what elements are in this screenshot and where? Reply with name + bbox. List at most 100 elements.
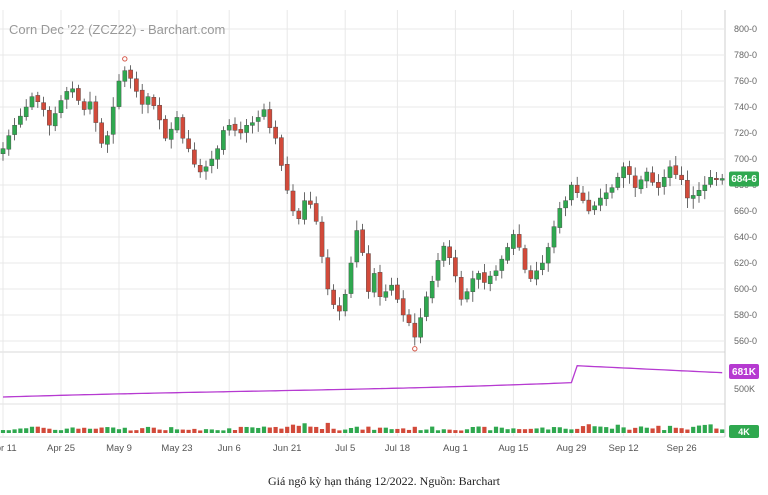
candle-body bbox=[87, 101, 93, 110]
volume-bar bbox=[424, 429, 429, 433]
candle-body bbox=[29, 96, 35, 108]
candle-body bbox=[58, 100, 64, 113]
volume-bar bbox=[395, 428, 400, 433]
x-tick-label: Jul 5 bbox=[335, 443, 355, 454]
volume-bar bbox=[372, 429, 377, 433]
volume-bar bbox=[708, 424, 713, 433]
volume-bar bbox=[482, 426, 487, 433]
candle-body bbox=[690, 195, 696, 199]
candle-body bbox=[192, 149, 197, 165]
volume-bar bbox=[267, 427, 272, 433]
volume-bar bbox=[58, 430, 64, 433]
candle-body bbox=[290, 190, 296, 212]
volume-bar bbox=[337, 430, 342, 433]
candle-body bbox=[487, 275, 493, 284]
volume-bar bbox=[64, 428, 69, 433]
volume-bar bbox=[638, 426, 644, 433]
volume-bar bbox=[667, 425, 673, 433]
volume-bar bbox=[377, 427, 383, 433]
candle-body bbox=[163, 118, 168, 139]
volume-bar bbox=[302, 423, 307, 433]
volume-bar bbox=[447, 429, 452, 433]
candle-body bbox=[296, 210, 302, 219]
volume-bar bbox=[488, 430, 493, 433]
candle-body bbox=[279, 137, 284, 166]
x-tick-label: Apr 25 bbox=[47, 443, 75, 454]
volume-bar bbox=[453, 430, 458, 433]
volume-bar bbox=[685, 429, 690, 433]
candle-body bbox=[122, 70, 128, 82]
candle-body bbox=[52, 113, 58, 127]
volume-bar bbox=[401, 428, 406, 433]
candle-body bbox=[441, 245, 447, 261]
volume-bar bbox=[198, 430, 203, 433]
swing-marker bbox=[122, 56, 128, 62]
volume-bar bbox=[546, 429, 551, 433]
x-tick-label: May 9 bbox=[106, 443, 132, 454]
candle-body bbox=[638, 179, 644, 190]
volume-bar bbox=[244, 426, 249, 433]
volume-bar bbox=[598, 426, 603, 433]
candle-body bbox=[493, 270, 499, 276]
candle-body bbox=[151, 97, 157, 106]
volume-bar bbox=[35, 426, 40, 433]
volume-bar bbox=[41, 427, 46, 433]
candle-body bbox=[18, 115, 23, 125]
candle-body bbox=[371, 273, 377, 293]
vol-badge-text: 4K bbox=[738, 427, 750, 437]
candlesticks bbox=[0, 56, 725, 352]
volume-bar bbox=[261, 426, 267, 433]
volume-bar bbox=[250, 427, 255, 433]
volume-bar bbox=[493, 426, 499, 433]
gridlines bbox=[0, 10, 726, 438]
volume-bar bbox=[511, 428, 516, 433]
volume-bar bbox=[111, 427, 116, 433]
volume-bar bbox=[621, 427, 626, 433]
volume-bar bbox=[6, 430, 11, 433]
candle-body bbox=[429, 281, 435, 299]
candle-body bbox=[412, 322, 418, 338]
volume-bar bbox=[557, 427, 562, 433]
volume-bar bbox=[720, 429, 725, 433]
volume-bar bbox=[650, 428, 655, 433]
candle-body bbox=[516, 234, 522, 248]
volume-bar bbox=[673, 427, 678, 433]
y-tick-label: 560-0 bbox=[734, 336, 757, 346]
candle-body bbox=[348, 262, 354, 294]
volume-bar bbox=[528, 428, 533, 433]
candle-body bbox=[244, 124, 249, 133]
volume-bar bbox=[232, 430, 238, 433]
candle-body bbox=[99, 122, 104, 144]
candle-body bbox=[406, 314, 412, 323]
candle-body bbox=[395, 284, 400, 300]
volume-bar bbox=[331, 428, 336, 433]
candle-body bbox=[458, 277, 464, 300]
candle-body bbox=[0, 148, 6, 155]
volume-bar bbox=[633, 427, 638, 433]
candle-body bbox=[47, 109, 52, 126]
x-tick-label: Sep 12 bbox=[609, 443, 639, 454]
candle-body bbox=[12, 124, 17, 135]
volume-bar bbox=[679, 428, 684, 433]
candle-body bbox=[255, 117, 261, 122]
candle-body bbox=[41, 102, 46, 110]
candle-body bbox=[661, 176, 667, 187]
volume-bar bbox=[354, 426, 359, 433]
candle-body bbox=[313, 203, 319, 222]
volume-bar bbox=[563, 428, 568, 433]
candle-body bbox=[360, 229, 365, 253]
candle-body bbox=[64, 91, 70, 100]
candle-body bbox=[93, 101, 99, 123]
volume-bar bbox=[203, 429, 209, 433]
candle-body bbox=[586, 199, 592, 212]
volume-bar bbox=[169, 427, 174, 433]
candle-body bbox=[627, 166, 632, 175]
volume-bar bbox=[343, 429, 348, 433]
volume-bar bbox=[627, 429, 632, 433]
candle-body bbox=[226, 124, 232, 131]
volume-bar bbox=[609, 428, 615, 433]
candle-body bbox=[81, 101, 87, 110]
candle-body bbox=[708, 176, 713, 185]
candle-body bbox=[342, 294, 348, 312]
y-tick-label: 760-0 bbox=[734, 76, 757, 86]
